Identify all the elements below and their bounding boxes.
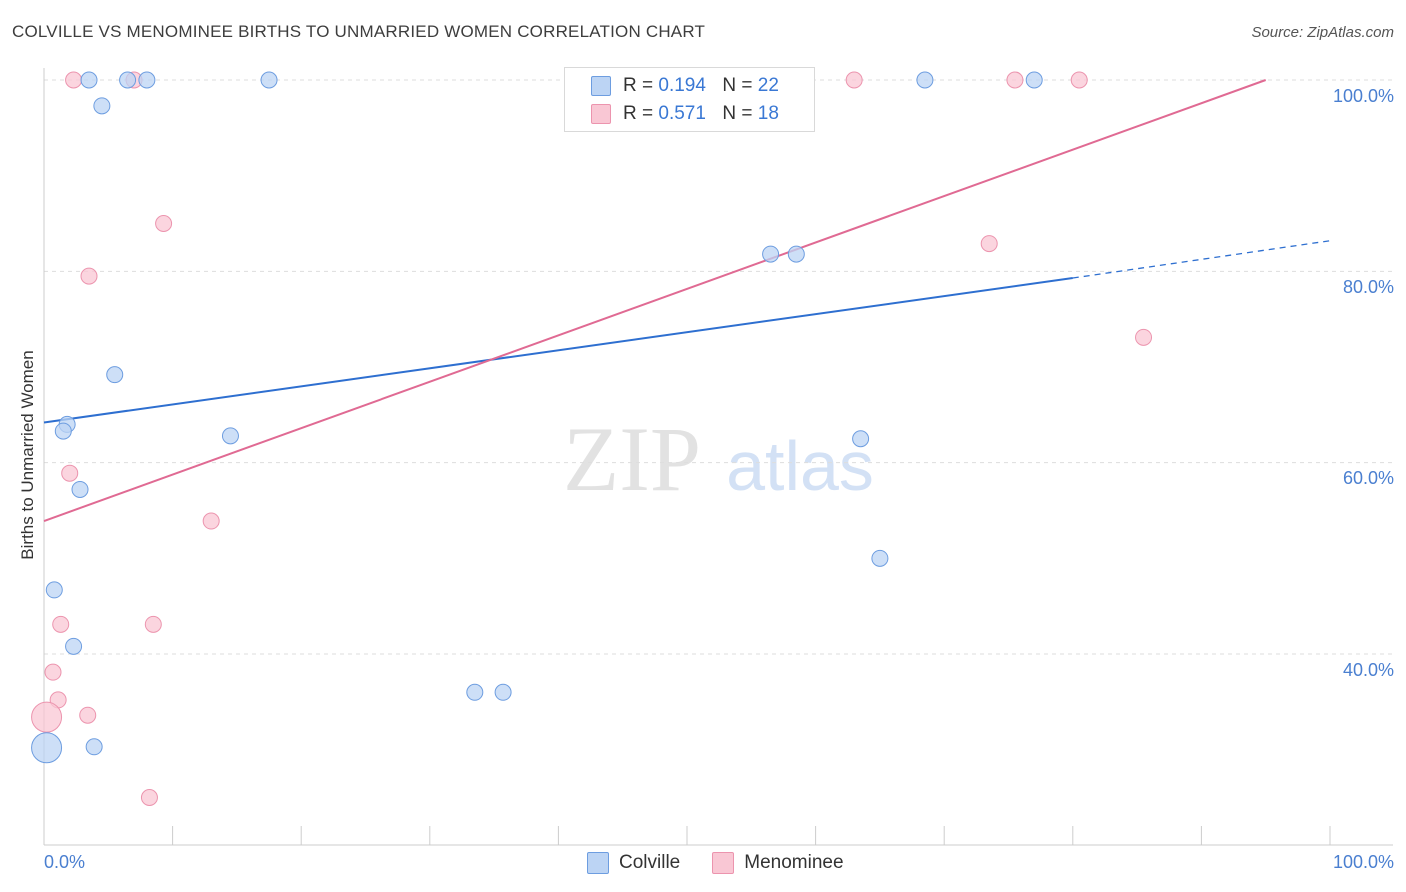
menominee-point xyxy=(845,71,863,89)
colville-point xyxy=(54,422,72,440)
menominee-point xyxy=(80,267,98,285)
legend-row-colville: R = 0.194 N = 22 xyxy=(565,72,779,100)
menominee-point xyxy=(65,71,83,89)
colville-point xyxy=(85,738,103,756)
menominee-point xyxy=(155,215,173,232)
legend-r-value: 0.571 xyxy=(658,103,706,124)
menominee-point xyxy=(202,512,220,530)
legend-item-menominee: Menominee xyxy=(712,852,844,874)
menominee-point xyxy=(61,464,79,482)
y-axis-label: Births to Unmarried Women xyxy=(18,350,37,560)
menominee-point xyxy=(31,701,63,733)
colville-point xyxy=(138,71,156,89)
colville-point xyxy=(916,71,934,89)
colville-point xyxy=(65,637,83,655)
legend-n-value: 18 xyxy=(757,103,779,124)
colville-point xyxy=(871,549,889,567)
menominee-swatch-icon xyxy=(591,104,611,124)
menominee-point xyxy=(1006,71,1024,89)
menominee-swatch-icon xyxy=(712,852,735,874)
colville-trend-line xyxy=(43,277,1073,424)
menominee-point xyxy=(140,789,158,806)
menominee-point xyxy=(980,235,998,253)
series-legend: Colville Menominee xyxy=(587,852,876,874)
colville-point xyxy=(31,732,63,764)
menominee-point xyxy=(79,706,97,724)
colville-point xyxy=(762,245,780,263)
legend-r-label: R = xyxy=(623,103,654,124)
y-tick-label: 40.0% xyxy=(1342,660,1394,680)
legend-n-label: N = xyxy=(722,103,753,124)
colville-swatch-icon xyxy=(587,852,609,874)
legend-row-menominee: R = 0.571 N = 18 xyxy=(565,100,779,128)
colville-point xyxy=(260,71,278,89)
colville-point xyxy=(119,71,137,89)
colville-point xyxy=(221,427,239,445)
menominee-point xyxy=(44,663,62,681)
y-tick-label: 80.0% xyxy=(1342,277,1394,297)
colville-point xyxy=(71,480,89,498)
colville-point xyxy=(787,245,805,263)
colville-point xyxy=(93,97,111,115)
menominee-point xyxy=(1135,328,1153,346)
colville-point xyxy=(1025,71,1043,89)
colville-point xyxy=(466,683,484,701)
legend-r-value: 0.194 xyxy=(658,75,706,96)
legend-n-value: 22 xyxy=(757,75,779,96)
colville-point xyxy=(45,581,63,599)
watermark-zip: ZIP xyxy=(563,408,701,510)
y-tick-label: 60.0% xyxy=(1342,468,1394,488)
legend-item-colville: Colville xyxy=(587,852,680,874)
x-tick-label-max: 100.0% xyxy=(1332,852,1394,872)
y-tick-label: 100.0% xyxy=(1332,86,1394,106)
menominee-trend-line xyxy=(43,79,1267,522)
watermark-atlas: atlas xyxy=(726,427,874,505)
colville-point xyxy=(106,366,124,384)
colville-point xyxy=(852,430,870,448)
stats-legend: R = 0.194 N = 22 R = 0.571 N = 18 xyxy=(564,67,815,132)
legend-colville-label: Colville xyxy=(619,852,681,873)
colville-trend-extension xyxy=(1072,240,1331,279)
colville-point xyxy=(80,71,98,89)
colville-swatch-icon xyxy=(591,76,611,96)
legend-r-label: R = xyxy=(623,75,654,96)
chart-title: COLVILLE VS MENOMINEE BIRTHS TO UNMARRIE… xyxy=(12,22,706,41)
legend-n-label: N = xyxy=(722,75,753,96)
menominee-point xyxy=(144,615,162,633)
menominee-point xyxy=(52,615,70,633)
legend-menominee-label: Menominee xyxy=(744,852,844,873)
menominee-point xyxy=(1070,71,1088,89)
source-label: Source: ZipAtlas.com xyxy=(1251,24,1394,41)
colville-point xyxy=(494,683,512,701)
x-tick-label-min: 0.0% xyxy=(44,852,86,872)
